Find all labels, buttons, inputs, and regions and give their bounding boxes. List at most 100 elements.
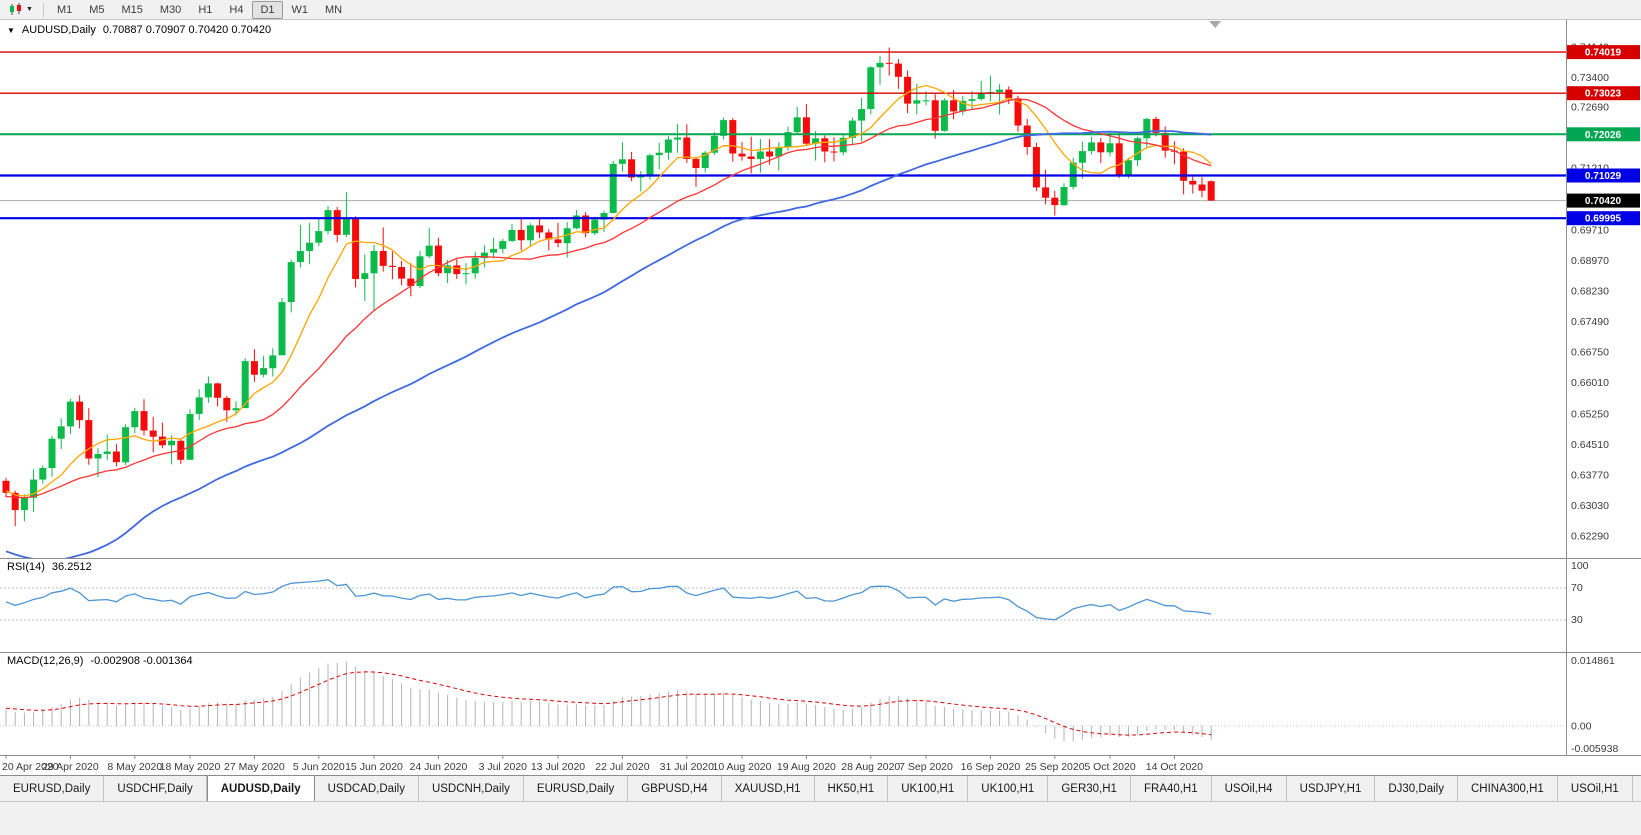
svg-text:13 Jul 2020: 13 Jul 2020 [531,761,585,773]
time-axis[interactable]: 20 Apr 2020 29 Apr 2020 8 May 2020 18 May 2… [0,755,1641,775]
svg-text:0.014861: 0.014861 [1571,655,1615,667]
svg-text:100: 100 [1571,560,1589,572]
dropdown-caret-icon: ▼ [26,5,33,13]
ma-50-line [5,130,1212,558]
timeframe-button-h1[interactable]: H1 [198,3,213,16]
tabs-scroll-right-icon[interactable]: ► [1633,776,1641,801]
svg-text:28 Aug 2020: 28 Aug 2020 [841,761,900,773]
timeframe-button-mn[interactable]: MN [325,3,343,16]
chart-tab[interactable]: GBPUSD,H4 [628,776,722,801]
main-chart-canvas[interactable]: 0.741400.734000.726900.719500.712100.704… [0,20,1641,558]
chart-tab[interactable]: HK50,H1 [814,776,889,801]
timeframe-button-w1[interactable]: W1 [291,3,309,16]
chart-tab[interactable]: XAUUSD,H1 [721,776,815,801]
svg-text:0.73023: 0.73023 [1585,89,1622,100]
svg-text:0.67490: 0.67490 [1571,316,1609,328]
svg-text:0.69710: 0.69710 [1571,224,1609,236]
chart-tab[interactable]: USDCNH,Daily [418,776,524,801]
chart-title: ▼ AUDUSD,Daily 0.70887 0.70907 0.70420 0… [5,24,274,36]
svg-text:-0.005938: -0.005938 [1571,743,1618,755]
chart-tab[interactable]: USDCAD,Daily [314,776,419,801]
status-strip [0,801,1641,835]
svg-text:29 Apr 2020: 29 Apr 2020 [42,761,99,773]
candles-layer [2,47,1215,527]
chart-tab[interactable]: CHINA300,H1 [1457,776,1558,801]
svg-text:0.63030: 0.63030 [1571,500,1609,512]
svg-text:0.74019: 0.74019 [1585,48,1622,59]
rsi-canvas[interactable]: 100 70 30 [0,558,1641,652]
chart-tab[interactable]: USOil,H1 [1557,776,1633,801]
ma-8-line [5,84,1212,497]
chart-tab[interactable]: GER30,H1 [1048,776,1131,801]
chart-tab[interactable]: EURUSD,Daily [523,776,629,801]
timeframe-button-m5[interactable]: M5 [89,3,105,16]
macd-signal-line [5,671,1212,736]
timeframe-button-d1[interactable]: D1 [252,0,283,19]
timeframe-toolbar: M1 M5 M15 M30 H1 H4 D1 W1 MN [49,0,350,19]
svg-text:0.68230: 0.68230 [1571,286,1609,298]
svg-text:5 Jun 2020: 5 Jun 2020 [293,761,345,773]
svg-text:25 Sep 2020: 25 Sep 2020 [1025,761,1085,773]
svg-text:7 Sep 2020: 7 Sep 2020 [899,761,953,773]
chart-type-dropdown[interactable]: ▼ [4,3,38,16]
svg-text:30: 30 [1571,614,1583,626]
line-price-tag: 0.72026 [1567,127,1640,142]
timeframe-button-m30[interactable]: M30 [159,3,182,16]
macd-name: MACD(12,26,9) [7,655,84,667]
svg-text:14 Oct 2020: 14 Oct 2020 [1146,761,1203,773]
chart-tab[interactable]: EURUSD,Daily [0,776,105,801]
svg-text:5 Oct 2020: 5 Oct 2020 [1084,761,1136,773]
svg-text:15 Jun 2020: 15 Jun 2020 [345,761,403,773]
chart-tab[interactable]: DJ30,Daily [1375,776,1458,801]
chart-tab[interactable]: UK100,H1 [968,776,1049,801]
price-pane: 0.741400.734000.726900.719500.712100.704… [0,20,1641,558]
svg-text:0.68970: 0.68970 [1571,255,1609,267]
svg-text:0.63770: 0.63770 [1571,470,1609,482]
macd-histogram [5,661,1212,742]
macd-pane: 0.014861 0.00 -0.005938 MACD(12,26,9) -0.0… [0,652,1641,755]
toolbar: ▼ M1 M5 M15 M30 H1 H4 D1 W1 MN [0,0,1641,20]
timeframe-button-m15[interactable]: M15 [121,3,143,16]
svg-text:0.69995: 0.69995 [1585,214,1622,225]
chart-shift-marker [1209,21,1222,28]
chart-tab[interactable]: USOil,H4 [1211,776,1287,801]
line-price-tag: 0.73023 [1567,86,1640,101]
collapse-pane-icon[interactable]: ▼ [7,25,15,35]
rsi-pane: 100 70 30 RSI(14) 36.2512 [0,558,1641,652]
toolbar-separator [42,2,44,17]
chart-tab[interactable]: FRA40,H1 [1130,776,1212,801]
svg-text:16 Sep 2020: 16 Sep 2020 [961,761,1021,773]
svg-text:0.73400: 0.73400 [1571,72,1609,84]
svg-text:27 May 2020: 27 May 2020 [224,761,285,773]
chart-tab[interactable]: UK100,H1 [888,776,969,801]
svg-text:0.66750: 0.66750 [1571,347,1609,359]
svg-text:0.62290: 0.62290 [1571,531,1609,543]
chart-tab[interactable]: USDCHF,Daily [104,776,207,801]
chart-tab-active[interactable]: AUDUSD,Daily [206,776,315,801]
svg-text:31 Jul 2020: 31 Jul 2020 [660,761,714,773]
chart-tab[interactable]: USDJPY,H1 [1286,776,1376,801]
svg-text:20 Apr 2020: 20 Apr 2020 [2,761,59,773]
timeframe-button-h4[interactable]: H4 [229,3,244,16]
macd-canvas[interactable]: 0.014861 0.00 -0.005938 [0,652,1641,755]
svg-text:0.66010: 0.66010 [1571,377,1609,389]
candlestick-chart-icon [10,3,21,15]
line-price-tag: 0.69995 [1567,211,1640,226]
svg-text:0.71029: 0.71029 [1585,171,1622,182]
svg-text:10 Aug 2020: 10 Aug 2020 [713,761,772,773]
svg-text:0.72026: 0.72026 [1585,130,1622,141]
macd-label: MACD(12,26,9) -0.002908 -0.001364 [5,655,195,667]
rsi-value: 36.2512 [51,561,92,573]
rsi-label: RSI(14) 36.2512 [5,561,94,573]
ohlc-values: 0.70887 0.70907 0.70420 0.70420 [102,24,272,36]
svg-text:0.65250: 0.65250 [1571,409,1609,421]
svg-text:0.72690: 0.72690 [1571,101,1609,113]
line-price-tag: 0.71029 [1567,168,1640,183]
symbol-label: AUDUSD,Daily [21,24,96,36]
macd-values: -0.002908 -0.001364 [90,655,193,667]
svg-text:19 Aug 2020: 19 Aug 2020 [777,761,836,773]
timeframe-button-m1[interactable]: M1 [56,3,73,16]
svg-text:0.70420: 0.70420 [1585,196,1622,207]
svg-text:22 Jul 2020: 22 Jul 2020 [595,761,649,773]
